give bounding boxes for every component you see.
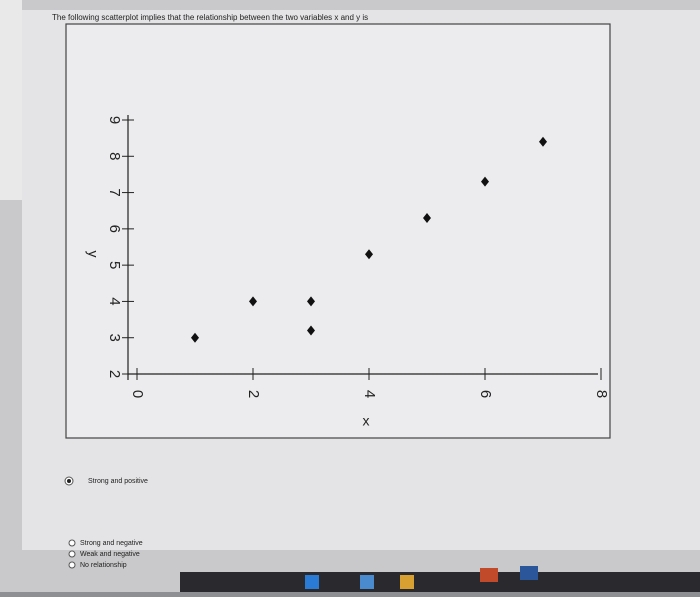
point xyxy=(481,176,489,187)
option-label[interactable]: Weak and negative xyxy=(80,551,140,558)
option-label[interactable]: Strong and negative xyxy=(80,540,143,547)
option-label[interactable]: Strong and positive xyxy=(88,478,148,485)
taskbar-icon[interactable] xyxy=(520,566,538,580)
x-tick-label: 8 xyxy=(593,390,610,398)
radio-dot xyxy=(67,479,71,483)
point xyxy=(307,296,315,307)
option-label[interactable]: No relationship xyxy=(80,562,127,569)
taskbar-icon[interactable] xyxy=(400,575,414,589)
x-tick-label: 6 xyxy=(477,390,494,398)
y-tick-label: 5 xyxy=(106,261,123,269)
y-tick-label: 9 xyxy=(106,116,123,124)
taskbar-icon[interactable] xyxy=(305,575,319,589)
x-tick-label: 4 xyxy=(361,390,378,398)
point xyxy=(307,325,315,336)
x-axis-label: x xyxy=(363,413,370,429)
point xyxy=(249,296,257,307)
x-tick-label: 0 xyxy=(129,390,146,398)
y-tick-label: 8 xyxy=(106,152,123,160)
radio[interactable] xyxy=(68,561,76,569)
y-tick-label: 7 xyxy=(106,188,123,196)
x-tick-label: 2 xyxy=(245,390,262,398)
radio[interactable] xyxy=(68,550,76,558)
y-tick-label: 2 xyxy=(106,370,123,378)
y-axis-label: y xyxy=(85,251,101,258)
side-panel xyxy=(0,0,22,200)
point xyxy=(191,332,199,343)
point xyxy=(539,136,547,147)
point xyxy=(365,249,373,260)
question-text: The following scatterplot implies that t… xyxy=(52,13,368,22)
taskbar-icon[interactable] xyxy=(360,575,374,589)
taskbar xyxy=(180,572,700,592)
taskbar-icon[interactable] xyxy=(480,568,498,582)
point xyxy=(423,212,431,223)
y-tick-label: 3 xyxy=(106,334,123,342)
y-tick-label: 4 xyxy=(106,297,123,305)
chart-frame xyxy=(65,23,611,439)
radio[interactable] xyxy=(68,539,76,547)
y-tick-label: 6 xyxy=(106,225,123,233)
